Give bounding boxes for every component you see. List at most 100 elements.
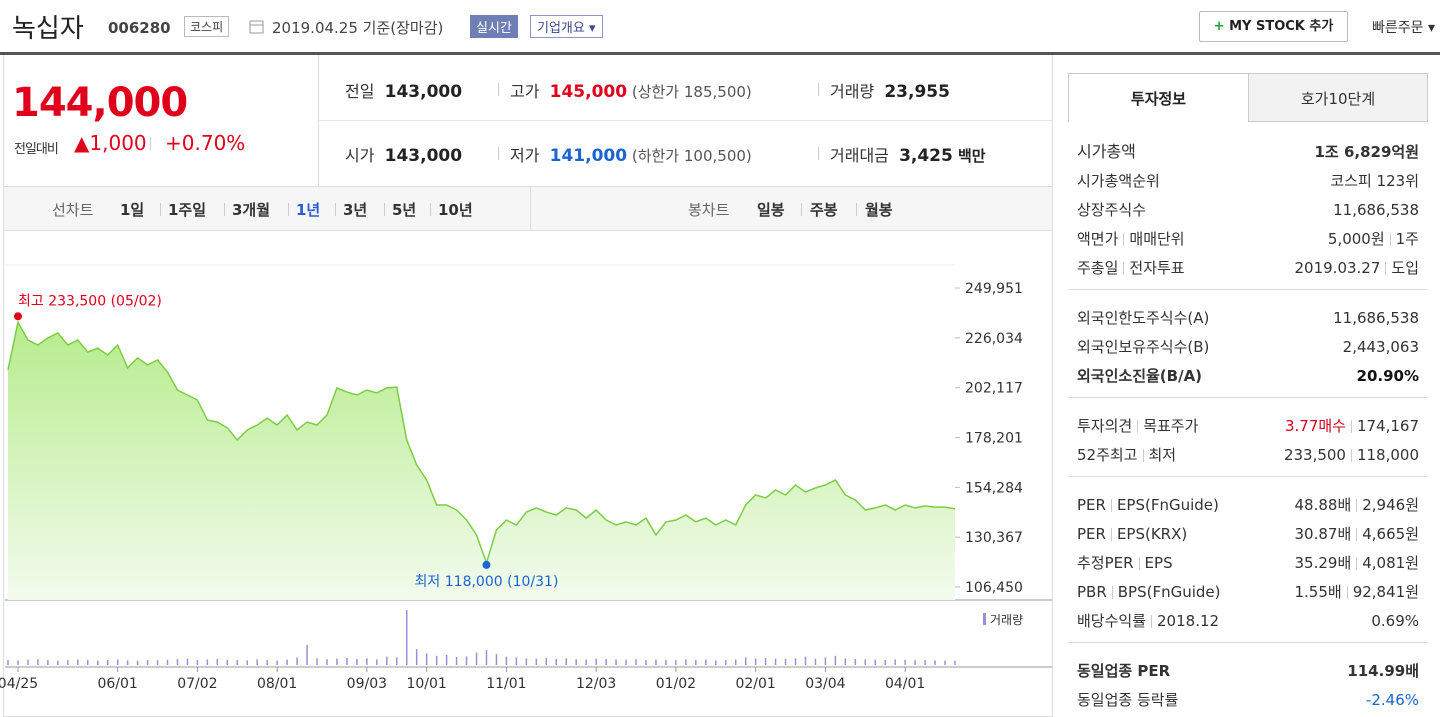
candle-tab[interactable]: 주봉 <box>810 201 838 219</box>
summary-value: 145,000 <box>549 82 628 102</box>
divider <box>384 203 385 216</box>
volume-bar <box>804 656 807 665</box>
info-labels: 외국인소진율(B/A) <box>1077 367 1202 385</box>
volume-bar <box>276 660 278 665</box>
info-value: 5,000원 <box>1327 230 1385 248</box>
change: ▲1,000 <box>74 131 147 155</box>
candle-tab[interactable]: 일봉 <box>757 201 785 219</box>
x-tick-label: 07/02 <box>177 676 217 692</box>
volume-bar <box>764 658 767 665</box>
volume-bar <box>425 653 428 665</box>
tab-inactive[interactable] <box>1248 73 1428 122</box>
info-row: 투자의견 목표주가 3.77매수 174,167 <box>1077 415 1419 437</box>
volume-bar <box>814 658 817 665</box>
info-value: 11,686,538 <box>1333 201 1419 219</box>
info-labels: 주총일 전자투표 <box>1077 259 1185 277</box>
info-label: 외국인보유주식수(B) <box>1077 338 1210 356</box>
volume-bar <box>346 658 348 665</box>
info-values: 2,443,063 <box>1343 336 1419 358</box>
limit-label: 상한가 <box>637 83 680 101</box>
info-label: 시가총액순위 <box>1077 172 1160 190</box>
info-values: 2019.03.27 도입 <box>1295 257 1420 279</box>
divider <box>1389 233 1391 246</box>
volume-bar <box>864 659 867 665</box>
info-row: 주총일 전자투표 2019.03.27 도입 <box>1077 257 1419 279</box>
section-divider <box>1068 397 1428 398</box>
info-labels: 52주최고 최저 <box>1077 446 1176 464</box>
volume-bar <box>655 659 657 665</box>
tab-active[interactable] <box>1068 73 1249 122</box>
candle-tab[interactable]: 월봉 <box>865 201 893 219</box>
realtime-badge[interactable]: 실시간 <box>470 15 518 38</box>
volume-bar <box>665 659 667 665</box>
high-label: 최고 <box>18 293 44 309</box>
volume-bar <box>146 660 149 665</box>
y-tick-label: 202,117 <box>965 381 1023 397</box>
high-date: 05/02 <box>116 293 156 309</box>
info-value: 114.99배 <box>1347 662 1419 680</box>
volume-bar <box>575 659 577 665</box>
volume-bar <box>77 659 79 665</box>
divider <box>1142 449 1144 462</box>
tab-label[interactable]: 투자정보 <box>1130 90 1187 108</box>
info-value: -2.46% <box>1365 691 1419 709</box>
volume-bar <box>734 659 737 665</box>
info-value: 코스피 123위 <box>1330 172 1419 190</box>
info-label: 52주최고 <box>1077 446 1138 464</box>
period-tab[interactable]: 3개월 <box>232 201 271 219</box>
period-tab[interactable]: 3년 <box>343 201 368 219</box>
unit: 백만 <box>957 147 986 165</box>
info-label: EPS(KRX) <box>1116 525 1188 543</box>
limit-value: 100,500 <box>683 147 746 165</box>
period-tab[interactable]: 5년 <box>392 201 417 219</box>
period-tab[interactable]: 1일 <box>120 201 145 219</box>
info-value: 11,686,538 <box>1333 309 1419 327</box>
info-label: PBR <box>1077 583 1107 601</box>
info-value: 2019.03.27 <box>1294 259 1381 277</box>
tab-label[interactable]: 호가10단계 <box>1300 90 1376 108</box>
info-value: 20.90% <box>1356 367 1419 385</box>
volume-bar <box>445 655 448 665</box>
info-value: 1주 <box>1395 230 1419 248</box>
volume-bar <box>236 660 239 665</box>
limit: (하한가 100,500) <box>627 147 752 165</box>
company-dropdown[interactable]: 기업개요 ▾ <box>530 15 603 38</box>
divider <box>1123 262 1125 275</box>
info-value: 2,946원 <box>1362 496 1419 514</box>
market-badge: 코스피 <box>184 16 230 37</box>
volume-bar <box>386 656 388 665</box>
quick-order[interactable]: 빠른주문 ▾ <box>1372 20 1436 36</box>
volume-bar <box>17 660 19 665</box>
divider <box>498 83 499 96</box>
limit: (상한가 185,500) <box>627 83 752 101</box>
period-tab[interactable]: 10년 <box>438 201 473 219</box>
info-label: 배당수익률 <box>1077 612 1147 630</box>
volume-bar <box>67 660 69 665</box>
divider <box>1356 499 1358 512</box>
high-marker <box>13 312 22 321</box>
info-value: 174,167 <box>1356 417 1419 435</box>
volume-bar <box>794 658 797 665</box>
volume-bar <box>834 655 837 665</box>
volume-bar <box>505 656 508 665</box>
info-label: 전자투표 <box>1129 259 1185 277</box>
info-row: 시가총액순위 코스피 123위 <box>1077 170 1419 192</box>
divider <box>1137 420 1139 433</box>
low-marker <box>482 560 491 569</box>
mystock-button[interactable]: + MY STOCK 추가 <box>1199 11 1348 42</box>
period-tab[interactable]: 1년 <box>296 201 321 219</box>
summary-label: 고가 <box>510 82 540 101</box>
x-tick-label: 09/03 <box>347 676 387 692</box>
divider <box>530 187 531 230</box>
volume-bar <box>914 660 916 665</box>
volume-bar <box>774 658 777 665</box>
header-rule <box>0 52 1440 55</box>
info-label: 주총일 <box>1077 259 1119 277</box>
divider <box>1138 557 1140 570</box>
limit-label: 하한가 <box>637 147 680 165</box>
volume-bar <box>166 659 169 665</box>
period-tab[interactable]: 1주일 <box>168 201 207 219</box>
info-label: 매매단위 <box>1129 230 1185 248</box>
summary-value: 3,425 <box>899 146 953 166</box>
info-row: 동일업종 등락률 -2.46% <box>1077 689 1419 711</box>
